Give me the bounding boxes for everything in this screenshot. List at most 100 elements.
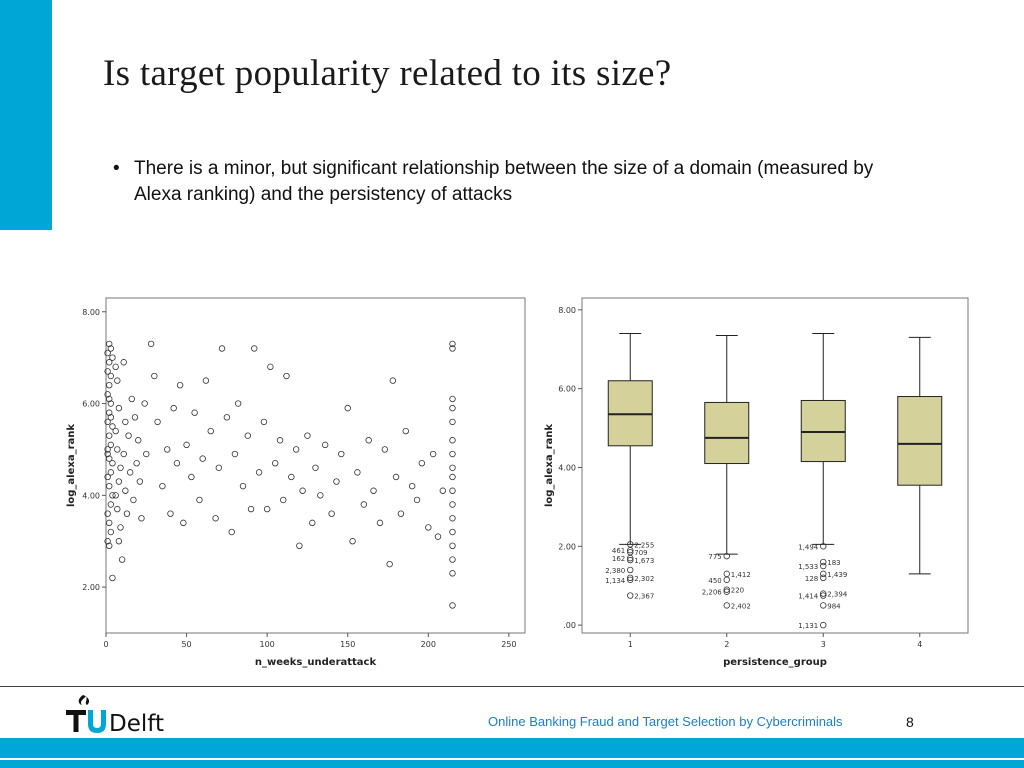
- y-tick-label: 2.00: [558, 542, 576, 551]
- outlier-label: 220: [731, 587, 744, 595]
- scatter-point: [170, 404, 177, 412]
- scatter-point: [106, 519, 113, 527]
- scatter-point: [106, 340, 113, 348]
- outlier-point: [820, 574, 827, 582]
- scatter-point: [106, 359, 113, 366]
- scatter-point: [112, 363, 119, 371]
- outlier-label: 183: [827, 559, 840, 567]
- scatter-point: [173, 460, 181, 467]
- scatter-point: [344, 404, 351, 412]
- scatter-point: [449, 437, 456, 444]
- outlier-label: 1,533: [798, 563, 818, 571]
- scatter-point: [106, 542, 113, 550]
- scatter-point: [449, 340, 456, 348]
- x-tick-label: 200: [421, 640, 436, 649]
- outlier-label: 461: [612, 547, 625, 555]
- scatter-point: [104, 391, 111, 398]
- scatter-point: [136, 478, 144, 485]
- scatter-point: [141, 400, 148, 407]
- scatter-point: [109, 460, 116, 467]
- scatter-point: [376, 519, 384, 527]
- scatter-point: [392, 473, 400, 481]
- scatter-point: [207, 427, 214, 435]
- scatter-point: [199, 455, 206, 462]
- svg-text:Delft: Delft: [109, 711, 164, 736]
- outlier-label: 984: [827, 602, 841, 610]
- y-axis-label: log_alexa_rank: [544, 424, 555, 507]
- outlier-label: 1,494: [798, 543, 819, 551]
- scatter-point: [104, 450, 111, 458]
- scatter-point: [120, 450, 127, 458]
- outlier-point: [627, 547, 634, 554]
- scatter-point: [239, 482, 247, 490]
- box-chart: .00 2.00 4.00 6.00 8.00 1 2 3 4 persistence_group…: [544, 297, 969, 668]
- scatter-point: [114, 446, 121, 453]
- scatter-point: [130, 496, 137, 504]
- y-tick-label: 6.00: [82, 400, 100, 409]
- scatter-point: [309, 519, 316, 527]
- scatter-point: [212, 515, 219, 522]
- scatter-point: [449, 602, 456, 609]
- scatter-point: [386, 560, 393, 568]
- scatter-point: [106, 381, 113, 389]
- scatter-point: [133, 460, 140, 467]
- scatter-point: [276, 437, 284, 444]
- scatter-point: [107, 414, 115, 421]
- outlier-point: [820, 621, 827, 629]
- outlier-point: [627, 554, 634, 562]
- x-tick-label: 250: [501, 640, 516, 649]
- scatter-point: [115, 404, 123, 412]
- scatter-point: [115, 538, 123, 545]
- scatter-point: [125, 432, 132, 439]
- tudelft-logo: Delft: [66, 695, 164, 736]
- outlier-point: [723, 552, 730, 560]
- slide-title: Is target popularity related to its size…: [103, 53, 672, 94]
- scatter-point: [283, 372, 290, 380]
- outlier-label: 128: [805, 575, 818, 583]
- scatter-point: [196, 496, 203, 504]
- bullet-dot-icon: •: [113, 158, 120, 179]
- scatter-point: [449, 570, 456, 577]
- scatter-point: [397, 510, 405, 517]
- outlier-label: 1,673: [634, 557, 654, 565]
- outlier-point: [723, 576, 730, 583]
- y-tick-label: 8.00: [558, 306, 576, 315]
- scatter-point: [104, 446, 111, 453]
- outlier-label: 2,302: [634, 575, 654, 583]
- bullet-text: There is a minor, but significant relati…: [134, 158, 874, 205]
- scatter-point: [272, 460, 279, 467]
- scatter-point: [115, 478, 123, 485]
- scatter-point: [263, 505, 271, 513]
- scatter-point: [122, 487, 129, 494]
- scatter-point: [228, 528, 235, 536]
- y-tick-label: 4.00: [558, 463, 576, 472]
- outlier-point: [627, 556, 634, 564]
- scatter-point: [106, 482, 113, 490]
- scatter-point: [234, 400, 242, 407]
- outlier-point: [820, 592, 827, 599]
- box-body: [704, 401, 750, 465]
- outlier-label: 2,255: [634, 541, 654, 549]
- outlier-label: 1,131: [798, 622, 818, 630]
- outlier-point: [820, 562, 827, 570]
- scatter-point: [349, 538, 356, 545]
- scatter-point: [449, 395, 456, 403]
- scatter-point: [328, 510, 335, 517]
- scatter-point: [449, 404, 456, 412]
- outlier-label: 1,414: [798, 593, 819, 601]
- scatter-point: [143, 450, 150, 458]
- bullet-point: • There is a minor, but significant rela…: [113, 156, 913, 208]
- scatter-point: [449, 556, 456, 563]
- x-tick-label: 0: [103, 640, 108, 649]
- scatter-point: [251, 345, 258, 352]
- scatter-point: [418, 460, 426, 467]
- scatter-point: [159, 482, 166, 490]
- scatter-point: [215, 464, 223, 471]
- scatter-point: [425, 524, 432, 531]
- scatter-point: [104, 368, 111, 375]
- scatter-point: [183, 441, 190, 449]
- scatter-point: [147, 340, 155, 348]
- outlier-label: 2,402: [731, 602, 751, 610]
- outlier-label: 1,134: [605, 577, 626, 585]
- x-axis-label: n_weeks_underattack: [255, 657, 377, 668]
